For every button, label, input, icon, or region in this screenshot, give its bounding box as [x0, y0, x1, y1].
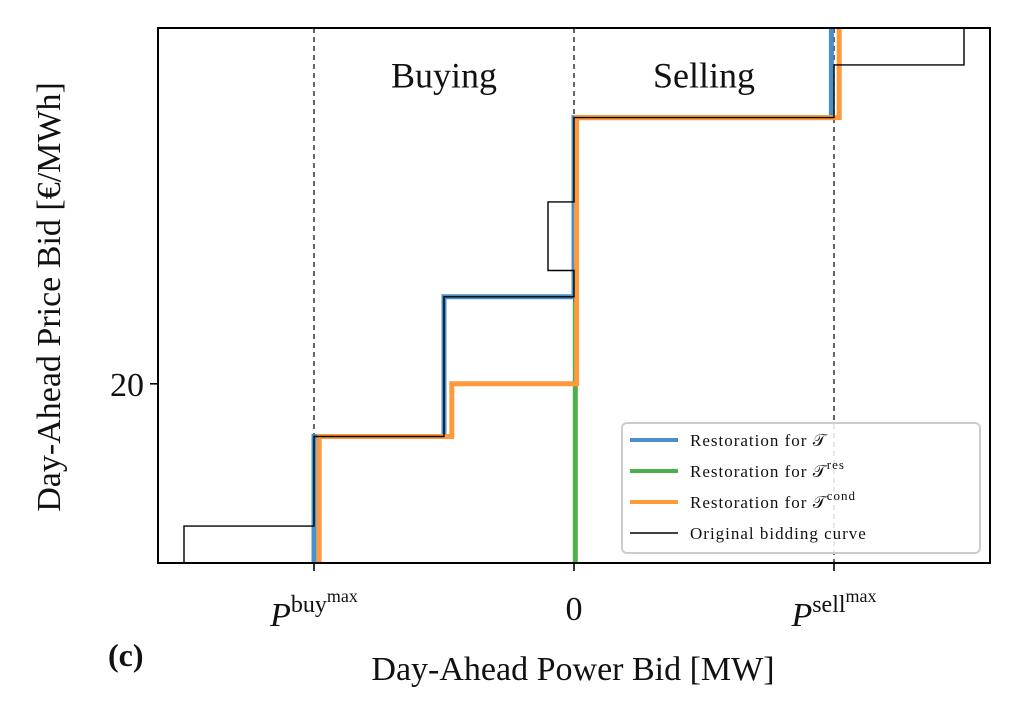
x-tick-label-2: Psellmax — [790, 586, 876, 634]
legend-label-0: Restoration for 𝒯 — [690, 431, 828, 450]
axis-ticks: Pbuymax 0 Psellmax 20 — [110, 367, 877, 634]
legend-label-1: Restoration for 𝒯res — [690, 457, 845, 481]
y-tick-label-0: 20 — [110, 367, 144, 404]
legend-label-3: Original bidding curve — [690, 524, 867, 543]
region-label-selling: Selling — [653, 55, 755, 95]
series-layer — [183, 28, 965, 563]
legend: Restoration for 𝒯 Restoration for 𝒯res Res… — [621, 422, 981, 554]
region-label-buying: Buying — [391, 55, 497, 95]
legend-box — [621, 422, 981, 554]
panel-label: (c) — [108, 637, 144, 673]
region-labels: Buying Selling — [391, 55, 755, 95]
legend-label-2: Restoration for 𝒯cond — [690, 488, 856, 512]
x-tick-label-0: Pbuymax — [269, 586, 358, 634]
y-axis-label: Day-Ahead Price Bid [€/MWh] — [31, 82, 68, 512]
x-axis-label: Day-Ahead Power Bid [MW] — [371, 651, 774, 688]
x-tick-label-1: 0 — [566, 591, 583, 628]
series-line-3 — [183, 28, 965, 563]
